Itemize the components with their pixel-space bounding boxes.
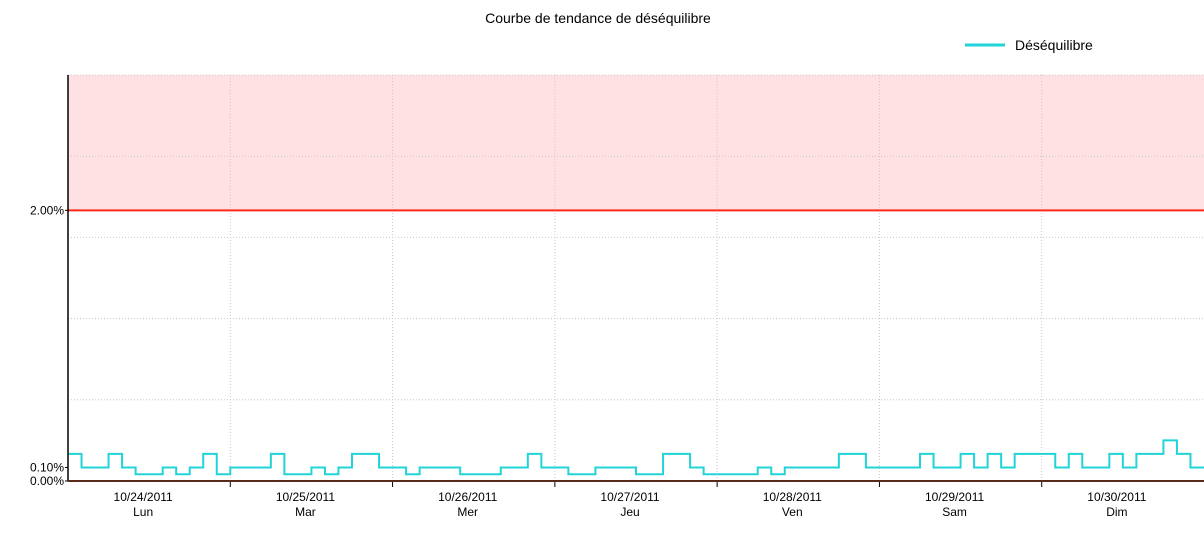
x-tick-label: 10/30/2011 (1087, 490, 1146, 504)
x-tick-label: 10/28/2011 (763, 490, 822, 504)
x-tick-label: 10/27/2011 (600, 490, 659, 504)
x-tick-sublabel: Dim (1106, 505, 1127, 519)
x-tick-sublabel: Sam (942, 505, 967, 519)
x-tick-label: 10/24/2011 (114, 490, 173, 504)
x-tick-label: 10/26/2011 (438, 490, 497, 504)
x-tick-sublabel: Ven (782, 505, 803, 519)
x-tick-sublabel: Mer (457, 505, 478, 519)
data-line (68, 439, 1204, 476)
y-tick-label: 2.00% (30, 203, 64, 217)
x-tick-sublabel: Jeu (620, 505, 639, 519)
y-tick-label: 0.00% (30, 474, 64, 488)
y-tick-label: 0.10% (30, 460, 64, 474)
alarm-zone (68, 75, 1204, 211)
x-tick-label: 10/29/2011 (925, 490, 984, 504)
x-tick-label: 10/25/2011 (276, 490, 335, 504)
x-tick-sublabel: Mar (295, 505, 316, 519)
chart-title: Courbe de tendance de déséquilibre (485, 10, 711, 26)
legend-label: Déséquilibre (1015, 37, 1093, 53)
x-tick-sublabel: Lun (133, 505, 153, 519)
